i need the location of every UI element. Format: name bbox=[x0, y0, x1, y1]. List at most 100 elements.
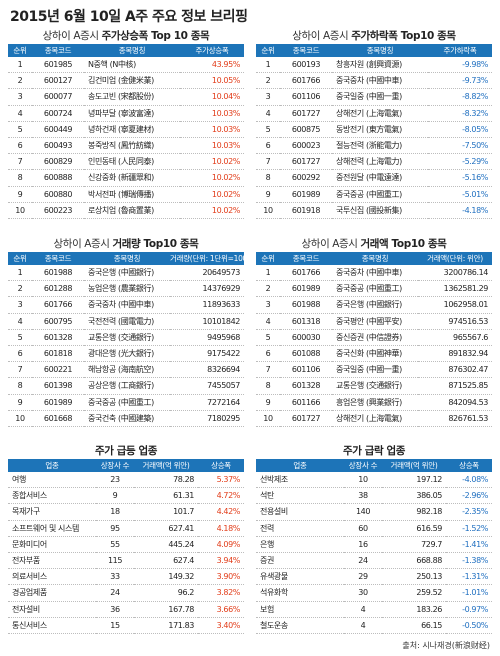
rank-cell: 3 bbox=[256, 296, 280, 314]
table-row: 6 600023 절능전력 (浙能電力) -7.50% bbox=[256, 137, 492, 155]
name-cell: 상해전기 (上海電氣) bbox=[332, 105, 428, 122]
value-cell: 10.02% bbox=[180, 153, 244, 171]
column-header: 종목명칭 bbox=[84, 44, 180, 57]
value-cell: -4.18% bbox=[428, 202, 492, 220]
count-cell: 18 bbox=[96, 503, 134, 521]
turnover-cell: 101.7 bbox=[134, 503, 198, 521]
value-cell: -7.50% bbox=[428, 137, 492, 155]
source-credit: 출처: 시나재경(新浪财经) bbox=[402, 641, 490, 650]
code-cell: 601766 bbox=[32, 296, 84, 314]
column-header: 순위 bbox=[8, 44, 32, 57]
count-cell: 15 bbox=[96, 617, 134, 635]
sector-cell: 석탄 bbox=[256, 487, 344, 505]
code-cell: 601727 bbox=[280, 410, 332, 428]
table-body: 1 601985 N중핵 (N中核) 43.95% 2 600127 김건미업 (金健米業)… bbox=[8, 57, 244, 220]
change-cell: 5.37% bbox=[198, 472, 244, 489]
name-cell: 중국중차 (中國中車) bbox=[332, 72, 428, 90]
rank-cell: 6 bbox=[256, 345, 280, 363]
value-cell: -8.05% bbox=[428, 121, 492, 139]
rank-cell: 4 bbox=[256, 313, 280, 330]
table-row: 7 600221 해남항공 (海南航空) 8326694 bbox=[8, 361, 244, 379]
name-cell: 중국건축 (中國建築) bbox=[84, 410, 170, 428]
value-cell: 826761.53 bbox=[418, 410, 492, 428]
name-cell: 국투신집 (國投新集) bbox=[332, 202, 428, 220]
table-row: 3 600077 송도고빈 (宋都股份) 10.04% bbox=[8, 88, 244, 106]
table-row: 8 601398 공상은행 (工商銀行) 7455057 bbox=[8, 377, 244, 395]
turnover-cell: 149.32 bbox=[134, 568, 198, 586]
table-row: 문화미디어 55 445.24 4.09% bbox=[8, 536, 244, 554]
code-cell: 601989 bbox=[280, 280, 332, 298]
sector-cell: 보험 bbox=[256, 601, 344, 618]
count-cell: 33 bbox=[96, 568, 134, 586]
name-cell: 해남항공 (海南航空) bbox=[84, 361, 170, 379]
value-cell: 876302.47 bbox=[418, 361, 492, 379]
value-cell: -5.29% bbox=[428, 153, 492, 171]
rank-cell: 10 bbox=[8, 410, 32, 428]
table-header: 순위 종목코드 종목명칭 거래액(단위: 위안) bbox=[256, 252, 492, 265]
change-cell: -1.41% bbox=[446, 536, 492, 554]
table-row: 2 600127 김건미업 (金健米業) 10.05% bbox=[8, 72, 244, 90]
change-cell: 4.72% bbox=[198, 487, 244, 505]
table-row: 6 601818 광대은행 (光大銀行) 9175422 bbox=[8, 345, 244, 363]
value-cell: 974516.53 bbox=[418, 313, 492, 330]
sector-cell: 목재가구 bbox=[8, 503, 96, 521]
table-row: 9 601989 중국중공 (中國重工) -5.01% bbox=[256, 186, 492, 203]
name-cell: 상해전력 (上海電力) bbox=[332, 153, 428, 171]
rank-cell: 9 bbox=[8, 394, 32, 411]
panel-top-volume: 상하이 A증시 거래량 Top10 종목 순위 종목코드 종목명칭 거래량(단위: 1… bbox=[8, 236, 244, 428]
table-row: 8 600292 중전원달 (中電遠達) -5.16% bbox=[256, 169, 492, 187]
rank-cell: 1 bbox=[8, 265, 32, 282]
header-row: 순위 종목코드 종목명칭 주가하락폭 bbox=[256, 44, 492, 57]
sector-cell: 의료서비스 bbox=[8, 568, 96, 586]
table-row: 은행 16 729.7 -1.41% bbox=[256, 536, 492, 554]
turnover-cell: 445.24 bbox=[134, 536, 198, 554]
turnover-cell: 171.83 bbox=[134, 617, 198, 635]
rank-cell: 7 bbox=[8, 361, 32, 379]
sector-cell: 은행 bbox=[256, 536, 344, 554]
losers-table: 순위 종목코드 종목명칭 주가하락폭 1 600193 창흥자원 (創興資源) -9.98%… bbox=[256, 44, 492, 220]
code-cell: 601989 bbox=[32, 394, 84, 411]
code-cell: 601318 bbox=[280, 313, 332, 330]
turnover-cell: 183.26 bbox=[382, 601, 446, 618]
value-cell: 10.02% bbox=[180, 202, 244, 220]
rank-cell: 6 bbox=[256, 137, 280, 155]
panel-title-main: 주가 급등 업종 bbox=[94, 445, 158, 457]
table-row: 전자부품 115 627.4 3.94% bbox=[8, 552, 244, 570]
count-cell: 29 bbox=[344, 568, 382, 586]
rank-cell: 2 bbox=[256, 280, 280, 298]
column-header: 상장사 수 bbox=[96, 459, 134, 472]
count-cell: 10 bbox=[344, 472, 382, 489]
table-row: 1 600193 창흥자원 (創興資源) -9.98% bbox=[256, 57, 492, 74]
name-cell: 중국은행 (中國銀行) bbox=[84, 265, 170, 282]
value-cell: 3200786.14 bbox=[418, 265, 492, 282]
sector-cell: 전력 bbox=[256, 520, 344, 537]
table-row: 2 601989 중국중공 (中國重工) 1362581.29 bbox=[256, 280, 492, 298]
column-header: 상장사 수 bbox=[344, 459, 382, 472]
value-cell: 7180295 bbox=[170, 410, 244, 428]
code-cell: 601766 bbox=[280, 72, 332, 90]
table-row: 증권 24 668.88 -1.38% bbox=[256, 552, 492, 570]
code-cell: 601088 bbox=[280, 345, 332, 363]
count-cell: 9 bbox=[96, 487, 134, 505]
table-row: 전용설비 140 982.18 -2.35% bbox=[256, 503, 492, 521]
table-header: 순위 종목코드 종목명칭 주가하락폭 bbox=[256, 44, 492, 57]
rank-cell: 7 bbox=[8, 153, 32, 171]
rank-cell: 9 bbox=[256, 394, 280, 411]
table-row: 5 600030 중신증권 (中信證券) 965567.6 bbox=[256, 329, 492, 347]
rank-cell: 9 bbox=[256, 186, 280, 203]
change-cell: 4.42% bbox=[198, 503, 244, 521]
name-cell: 중국중공 (中國重工) bbox=[332, 280, 418, 298]
rank-cell: 9 bbox=[8, 186, 32, 203]
turnover-cell: 668.88 bbox=[382, 552, 446, 570]
panel-title: 상하이 A증시 거래량 Top10 종목 bbox=[8, 236, 244, 252]
code-cell: 601668 bbox=[32, 410, 84, 428]
turnover-cell: 627.41 bbox=[134, 520, 198, 537]
value-cell: -9.73% bbox=[428, 72, 492, 90]
sector-up-table: 업종 상장사 수 거래액(억 위안) 상승폭 여행 23 78.28 5.37% 종합서비스 9… bbox=[8, 459, 244, 635]
turnover-cell: 627.4 bbox=[134, 552, 198, 570]
sector-cell: 석유화학 bbox=[256, 584, 344, 602]
panel-title-main: 주가하락폭 Top10 종목 bbox=[351, 30, 456, 42]
table-row: 1 601988 중국은행 (中國銀行) 20649573 bbox=[8, 265, 244, 282]
rank-cell: 4 bbox=[256, 105, 280, 122]
